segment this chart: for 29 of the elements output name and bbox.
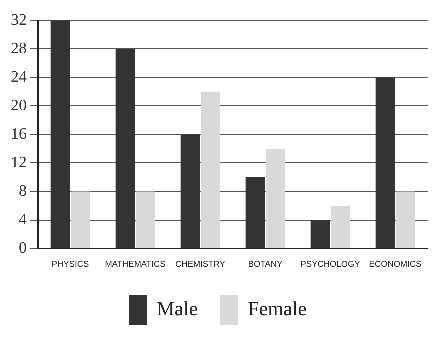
x-tick-label: ECONOMICS [369,259,422,270]
x-tick-label: BOTANY [248,259,283,270]
y-tick-label: 12 [11,154,27,172]
y-tick-label: 20 [11,97,27,114]
bar [310,220,330,248]
y-tick-label: 28 [11,40,27,58]
y-tick-label: 32 [11,12,27,29]
x-tick-label: PSYCHOLOGY [300,259,361,270]
bar [266,148,286,248]
bar [71,192,90,248]
x-tick-label: CHEMISTRY [176,259,226,270]
bar [396,192,416,248]
bar [331,206,350,248]
y-tick-label: 16 [11,126,27,143]
x-tick-label: MATHEMATICS [105,259,166,270]
y-tick-label: 0 [19,240,27,258]
bar [246,177,265,248]
x-tick-label: PHYSICS [52,259,90,270]
bar [201,92,220,248]
y-tick-label: 4 [19,211,27,228]
bar [376,78,395,248]
y-tick-label: 24 [11,68,27,86]
bar [116,49,135,248]
bar [180,134,200,248]
legend-label: Female [248,298,308,320]
legend-label: Male [157,298,198,320]
bar [50,20,70,248]
bar [136,192,156,248]
y-tick-label: 8 [19,182,27,200]
